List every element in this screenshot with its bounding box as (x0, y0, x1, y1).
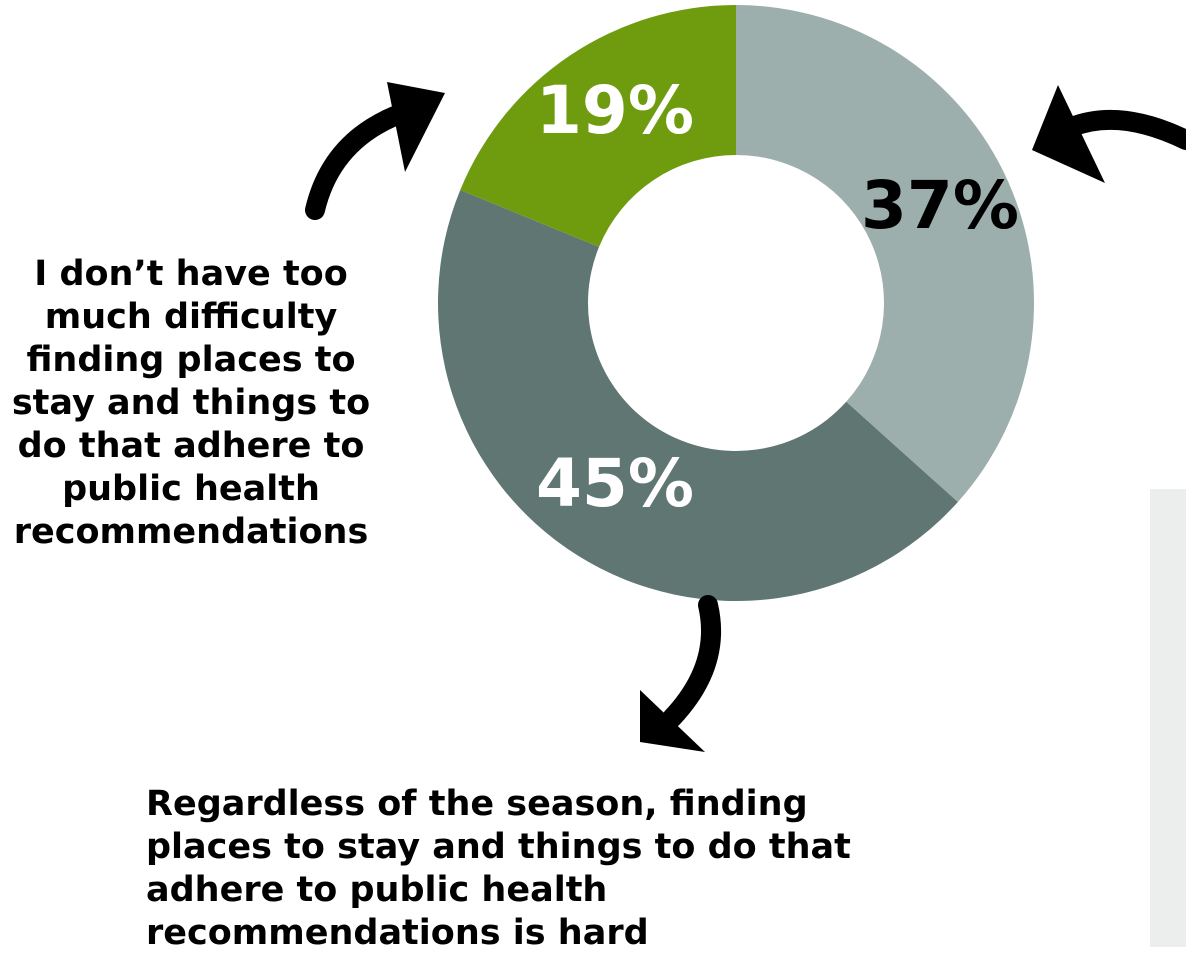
slice-label-2: 19% (536, 72, 694, 149)
callout-hard: Regardless of the season, finding places… (146, 784, 851, 953)
arrow-right-icon (1032, 85, 1186, 183)
arrow-bottom-icon (640, 595, 721, 752)
donut-slice-1 (437, 190, 958, 601)
slice-label-1: 45% (536, 445, 694, 522)
slice-label-0: 37% (861, 167, 1019, 244)
side-panel (1150, 489, 1186, 947)
donut-slice-0 (736, 5, 1034, 502)
callout-no-difficulty: I don’t have too much difficulty finding… (11, 254, 371, 552)
arrow-left-icon (305, 82, 445, 220)
donut-slice-2 (460, 5, 736, 247)
